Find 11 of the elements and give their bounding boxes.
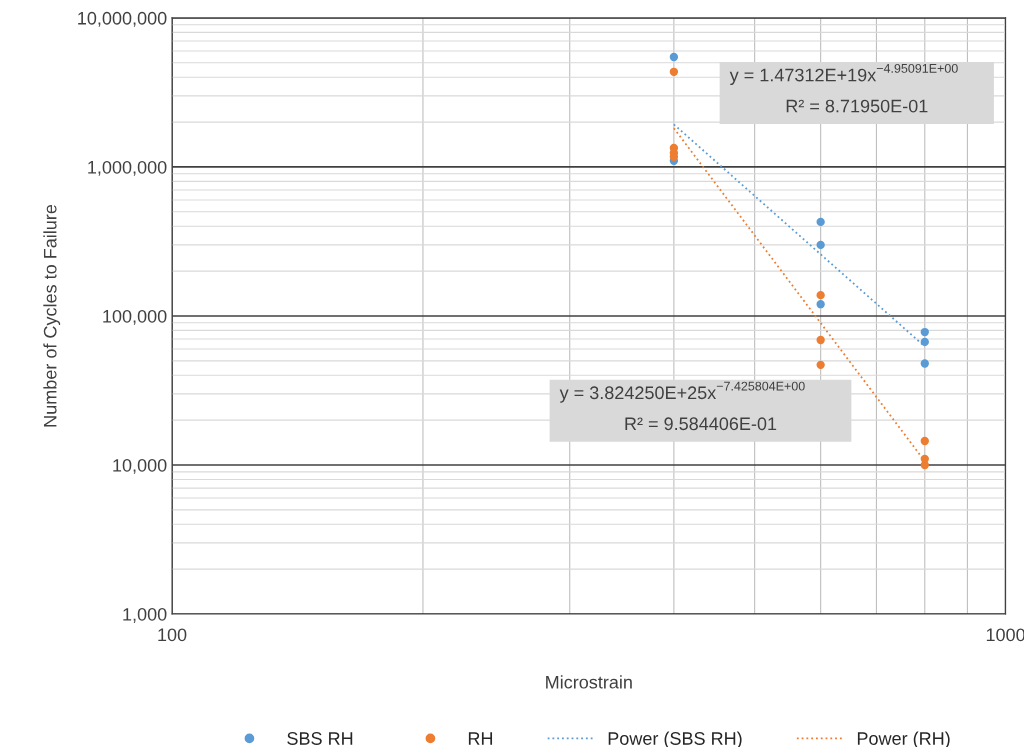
y-tick-label: 1,000 xyxy=(123,607,167,623)
y-axis-title: Number of Cycles to Failure xyxy=(43,204,61,427)
x-tick-label: 1000 xyxy=(986,628,1024,642)
legend-label: RH xyxy=(468,732,493,745)
y-tick-label: 100,000 xyxy=(103,309,167,325)
y-tick-label: 1,000,000 xyxy=(88,160,167,176)
legend-label: SBS RH xyxy=(287,732,353,745)
x-tick-label: 100 xyxy=(158,628,187,642)
x-axis-title: Microstrain xyxy=(546,675,632,689)
y-tick-label: 10,000,000 xyxy=(78,11,167,27)
y-tick-label: 10,000 xyxy=(113,458,167,474)
